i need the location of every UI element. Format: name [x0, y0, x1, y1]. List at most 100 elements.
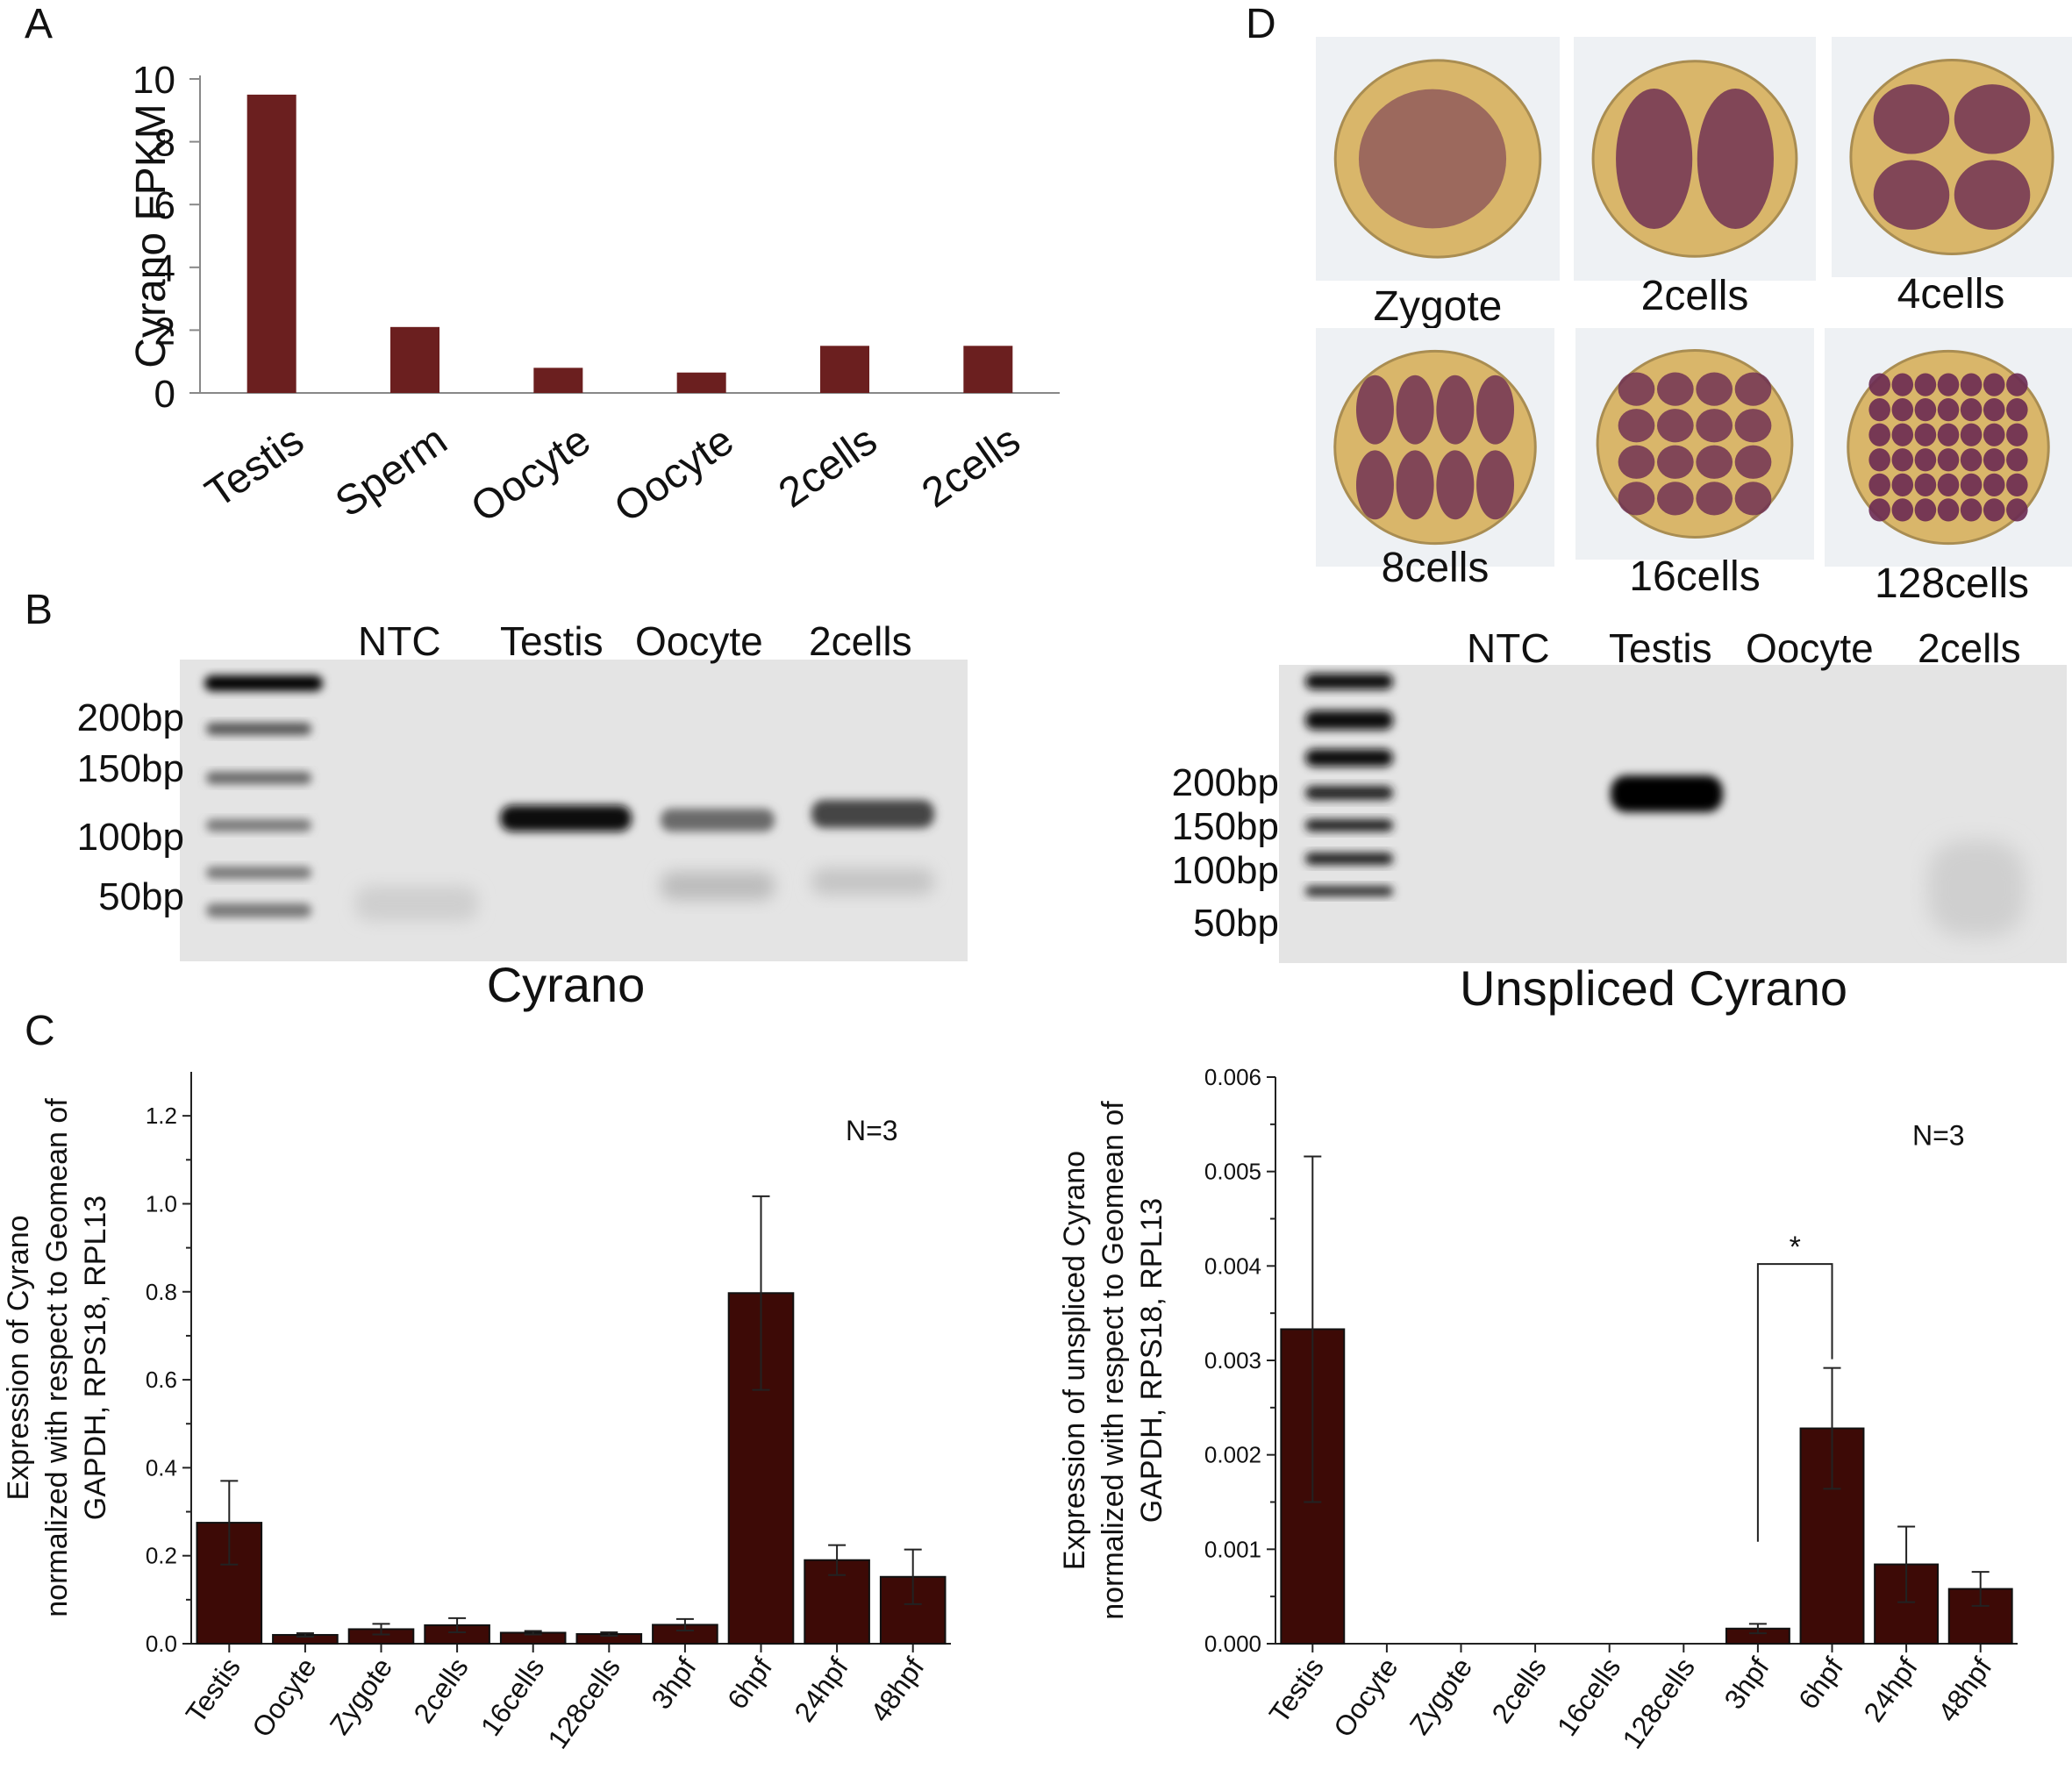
panel-letter-c: C	[25, 1008, 55, 1054]
embryo-cell	[1868, 423, 1890, 446]
embryo-cell	[2006, 423, 2028, 446]
chart-c-left-bar	[652, 1624, 718, 1645]
chart-c-left-x-tick-label: Oocyte	[246, 1652, 323, 1743]
gel-left-lane-label: Testis	[500, 618, 604, 664]
embryo-label: 8cells	[1381, 545, 1490, 591]
chart-c-left-x-tick-label: 3hpf	[645, 1652, 702, 1715]
embryo-cell	[2006, 448, 2028, 472]
embryo-cell	[1960, 398, 1983, 422]
embryo-cell	[1891, 398, 1914, 422]
embryo-cell	[1891, 423, 1914, 446]
embryo-image-128cells	[1825, 328, 2072, 567]
chart-c-right-bar	[1799, 1427, 1865, 1645]
chart-a-x-tick-label: Testis	[197, 418, 312, 517]
chart-c-left-x-tick-label: Testis	[180, 1652, 246, 1729]
chart-c-left-bar	[499, 1631, 567, 1645]
gel-right-size-marker: 200bp	[1171, 761, 1279, 804]
embryo-cell	[1656, 409, 1694, 443]
gel-caption-cyrano: Cyrano	[486, 957, 646, 1012]
embryo-cell	[1734, 409, 1772, 443]
chart-c-right-y-tick-label: 0.000	[1204, 1631, 1261, 1657]
gel-right-lane-label: Oocyte	[1746, 625, 1874, 671]
gel-right-lane-label: 2cells	[1918, 625, 2021, 671]
chart-c-right-x-tick-label: 6hpf	[1792, 1652, 1849, 1715]
chart-c-right-y-axis-label: GAPDH, RPS18, RPL13	[1135, 1198, 1168, 1523]
embryo-cell	[1983, 423, 2005, 446]
embryo-cell	[1656, 445, 1694, 479]
gel-left-lane-label: Oocyte	[635, 618, 763, 664]
embryo-cell	[2006, 398, 2028, 422]
embryo-image-zygote	[1316, 37, 1560, 281]
embryo-cell	[1656, 372, 1694, 406]
chart-c-left-x-tick-label: 128cells	[541, 1652, 626, 1754]
chart-a-y-tick-label: 6	[154, 184, 175, 227]
panel-letter-b: B	[25, 587, 54, 633]
chart-a-bar	[676, 372, 726, 393]
chart-c-left-x-tick-label: 6hpf	[721, 1652, 778, 1715]
chart-c-right-significance-bracket	[1756, 1263, 1833, 1542]
embryo-cell	[1696, 445, 1733, 479]
chart-a-y-tick-label: 4	[154, 247, 175, 290]
chart-c-right-y-tick-label: 0.006	[1204, 1064, 1261, 1090]
gel-left-lane-label: 2cells	[809, 618, 912, 664]
embryo-cell	[1983, 473, 2005, 496]
chart-c-right-annotation: N=3	[1912, 1120, 1965, 1152]
chart-c-left-bar	[727, 1292, 795, 1645]
embryo-cell	[1937, 398, 1960, 422]
gel-left-size-marker: 50bp	[98, 875, 184, 918]
chart-c-left-bar	[575, 1632, 643, 1645]
embryo-cell	[1937, 498, 1960, 522]
embryo-cell	[1436, 450, 1475, 520]
embryo-yolk	[1849, 59, 2054, 255]
embryo-cell	[1960, 423, 1983, 446]
gel-left-size-marker: 150bp	[76, 747, 184, 790]
chart-a-x-tick-label: 2cells	[914, 418, 1029, 517]
embryo-cell	[1960, 498, 1983, 522]
embryo-cell	[1734, 482, 1772, 516]
embryo-cell	[1954, 160, 2031, 230]
chart-c-left-y-axis-label: normalized with respect to Geomean of	[40, 1098, 74, 1617]
chart-c-left-y-tick-label: 1.0	[146, 1190, 177, 1217]
gel-bands-unspliced	[1305, 674, 2025, 937]
chart-a-bar	[246, 94, 297, 394]
chart-c-right-x-tick-label: 2cells	[1485, 1652, 1552, 1729]
chart-c-left-bar	[347, 1628, 415, 1645]
chart-c-left-y-tick-label: 0.4	[146, 1454, 177, 1481]
embryo-cell	[1914, 448, 1937, 472]
chart-c-right-y-axis-label: Expression of unspliced Cyrano	[1058, 1151, 1091, 1570]
embryo-cell	[1914, 498, 1937, 522]
chart-a-bar	[963, 346, 1013, 393]
embryo-cell	[1937, 373, 1960, 396]
embryo-cell	[1436, 375, 1475, 445]
chart-a-x-tick-label: 2cells	[770, 418, 885, 517]
chart-c-left-bar	[879, 1575, 947, 1645]
chart-a-x-tick-label: Sperm	[327, 418, 455, 527]
chart-c-left-x-tick-label: Zygote	[324, 1652, 399, 1740]
embryo-image-4cells	[1832, 37, 2072, 277]
gel-image-cyrano	[180, 660, 968, 961]
gel-caption-unspliced: Unspliced Cyrano	[1460, 960, 1847, 1016]
embryo-cell	[1476, 375, 1515, 445]
chart-c-right-y-tick-label: 0.002	[1204, 1442, 1261, 1468]
embryo-cell	[1868, 373, 1890, 396]
chart-c-left-x-tick-label: 16cells	[475, 1652, 551, 1741]
gel-bands-cyrano	[204, 675, 934, 921]
embryo-cell	[1891, 448, 1914, 472]
chart-c-left-bar	[272, 1633, 339, 1645]
chart-a-x-tick-label: Oocyte	[606, 418, 742, 532]
chart-c-right-y-axis-label: normalized with respect to Geomean of	[1097, 1101, 1130, 1620]
chart-c-right-y-tick-label: 0.004	[1204, 1253, 1261, 1279]
chart-c-left-y-tick-label: 0.2	[146, 1543, 177, 1569]
chart-a-y-tick-label: 10	[132, 59, 175, 102]
embryo-cell	[1983, 398, 2005, 422]
chart-a-y-tick-label: 2	[154, 310, 175, 353]
embryo-cell	[1914, 373, 1937, 396]
chart-a-x-tick-label: Oocyte	[463, 418, 599, 532]
embryo-cell	[1616, 89, 1693, 229]
embryo-label: 2cells	[1640, 273, 1749, 319]
embryo-cell	[2006, 473, 2028, 496]
embryo-cell	[1476, 450, 1515, 520]
embryo-cell	[1914, 423, 1937, 446]
embryo-label: Zygote	[1373, 283, 1503, 330]
chart-a-bar	[533, 368, 583, 393]
